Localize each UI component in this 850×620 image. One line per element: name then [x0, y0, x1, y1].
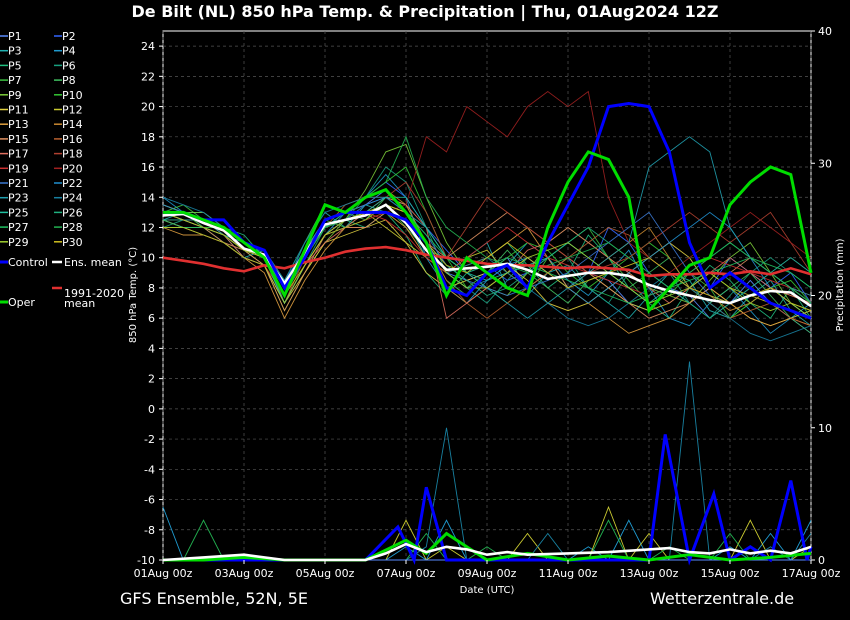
x-tick-label: 09Aug 00z — [458, 567, 517, 580]
legend-label-P29: P29 — [8, 236, 29, 249]
legend-label-P28: P28 — [62, 221, 83, 234]
y-tick-label: -2 — [144, 433, 155, 446]
x-tick-label: 05Aug 00z — [296, 567, 355, 580]
y2-tick-label: 30 — [818, 157, 832, 170]
legend-label-P19: P19 — [8, 162, 29, 175]
y-tick-label: 18 — [141, 131, 155, 144]
footer-site[interactable]: Wetterzentrale.de — [650, 589, 795, 608]
x-tick-label: 01Aug 00z — [134, 567, 193, 580]
legend-label-P9: P9 — [8, 89, 22, 102]
y-tick-label: 10 — [141, 252, 155, 265]
member-line-P29 — [163, 204, 812, 319]
x-axis-ticks: 01Aug 00z 03Aug 00z 05Aug 00z 07Aug 00z 09Au… — [134, 560, 841, 580]
legend-label-P4: P4 — [62, 45, 76, 58]
legend-label-ens-mean: Ens. mean — [64, 256, 122, 269]
y-tick-label: -8 — [144, 524, 155, 537]
legend-label-P22: P22 — [62, 177, 83, 190]
y2-axis-ticks: 40 30 20 10 0 — [811, 25, 832, 567]
legend-label-oper: Oper — [8, 296, 35, 309]
x-tick-label: 03Aug 00z — [215, 567, 274, 580]
footer-source: GFS Ensemble, 52N, 5E — [120, 589, 308, 608]
legend-label-P14: P14 — [62, 118, 83, 131]
x-tick-label: 13Aug 00z — [620, 567, 679, 580]
y-tick-label: 0 — [148, 403, 155, 416]
legend-label-P8: P8 — [62, 74, 76, 87]
y-tick-label: 4 — [148, 342, 155, 355]
legend-label-P6: P6 — [62, 59, 76, 72]
y-tick-label: 8 — [148, 282, 155, 295]
legend-label-P15: P15 — [8, 133, 29, 146]
legend-label-P24: P24 — [62, 192, 83, 205]
y-tick-label: 2 — [148, 373, 155, 386]
y-tick-label: 16 — [141, 161, 155, 174]
legend-label-P11: P11 — [8, 104, 29, 117]
y2-tick-label: 10 — [818, 422, 832, 435]
y2-tick-label: 40 — [818, 25, 832, 38]
y-tick-label: 24 — [141, 40, 155, 53]
x-tick-label: 17Aug 00z — [782, 567, 841, 580]
legend-label-P1: P1 — [8, 30, 22, 43]
y-tick-label: 14 — [141, 191, 155, 204]
x-tick-label: 07Aug 00z — [377, 567, 436, 580]
legend-label-P30: P30 — [62, 236, 83, 249]
legend-label-P23: P23 — [8, 192, 29, 205]
legend-label-P16: P16 — [62, 133, 83, 146]
temp-line-oper — [163, 150, 813, 314]
legend-label-P7: P7 — [8, 74, 22, 87]
y-tick-label: -4 — [144, 463, 155, 476]
legend-label-climate-line2: mean — [64, 297, 95, 310]
legend-label-P25: P25 — [8, 206, 29, 219]
legend-label-P21: P21 — [8, 177, 29, 190]
legend-label-P17: P17 — [8, 148, 29, 161]
x-tick-label: 15Aug 00z — [701, 567, 760, 580]
legend-label-P13: P13 — [8, 118, 29, 131]
y-tick-label: 20 — [141, 101, 155, 114]
legend: P1 P2 P3 P4 P5 P6 P7 P8 P9 P10 P11 P12 P13 P14 P15 P16 P… — [0, 30, 124, 310]
y-tick-label: 22 — [141, 70, 155, 83]
y2-tick-label: 0 — [818, 554, 825, 567]
legend-label-control: Control — [8, 256, 48, 269]
legend-label-P10: P10 — [62, 89, 83, 102]
chart-title: De Bilt (NL) 850 hPa Temp. & Precipitati… — [131, 2, 719, 21]
legend-label-P26: P26 — [62, 206, 83, 219]
x-axis-label: Date (UTC) — [460, 585, 515, 596]
y2-tick-label: 20 — [818, 290, 832, 303]
legend-label-P20: P20 — [62, 162, 83, 175]
legend-label-P18: P18 — [62, 148, 83, 161]
y-tick-label: -6 — [144, 494, 155, 507]
y-tick-label: -10 — [137, 554, 155, 567]
legend-label-P27: P27 — [8, 221, 29, 234]
y-axis-label: 850 hPa Temp. (°C) — [128, 247, 139, 343]
y-tick-label: 12 — [141, 221, 155, 234]
legend-label-P2: P2 — [62, 30, 76, 43]
legend-label-P12: P12 — [62, 104, 83, 117]
legend-label-climate-line1: 1991-2020 — [64, 287, 124, 300]
x-tick-label: 11Aug 00z — [539, 567, 598, 580]
legend-label-P3: P3 — [8, 45, 22, 58]
legend-label-P5: P5 — [8, 59, 22, 72]
y-tick-label: 6 — [148, 312, 155, 325]
y2-axis-label: Precipitation (mm) — [835, 238, 846, 331]
